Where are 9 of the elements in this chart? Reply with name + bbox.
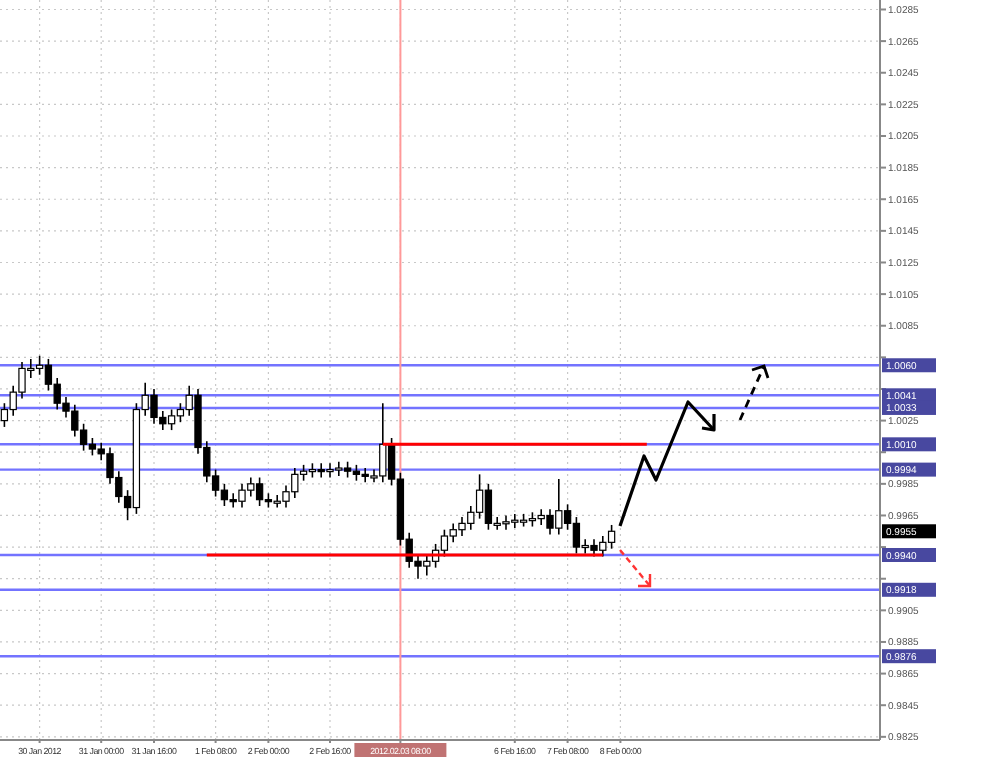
candlestick	[255, 476, 264, 507]
candlestick	[220, 483, 229, 507]
candlestick	[440, 528, 449, 558]
candlestick	[607, 524, 616, 550]
candlestick	[176, 402, 185, 423]
candlestick	[572, 516, 581, 555]
candlestick	[167, 408, 176, 431]
candlestick	[484, 483, 493, 531]
candlestick	[475, 473, 484, 520]
